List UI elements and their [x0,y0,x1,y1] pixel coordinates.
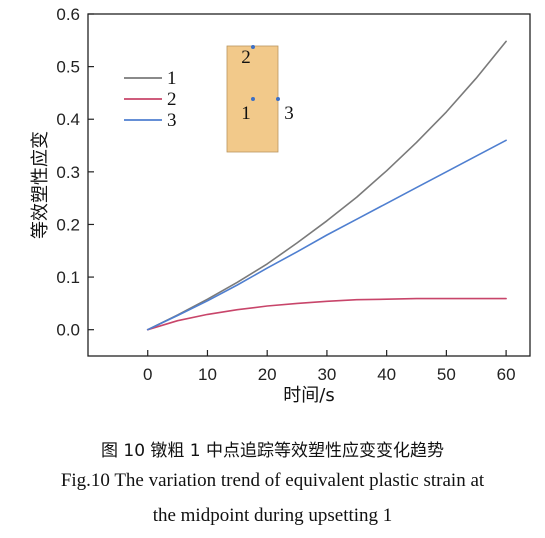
figure-caption-english-line1: Fig.10 The variation trend of equivalent… [60,470,485,491]
series-line-1 [146,40,507,331]
inset-label-2: 2 [241,47,251,68]
x-axis-ticks: 0 10 20 30 40 50 60 [143,350,516,384]
x-tick-label: 60 [497,365,516,384]
legend-label-1: 1 [167,68,177,89]
inset-point-1 [251,97,255,101]
inset-point-2 [251,45,255,49]
y-tick-label: 0.5 [56,58,80,77]
legend: 123 [124,68,177,131]
y-tick-label: 0.3 [56,163,80,182]
x-tick-label: 30 [317,365,336,384]
legend-label-3: 3 [167,110,177,131]
y-tick-label: 0.2 [56,215,80,234]
y-tick-label: 0.4 [56,110,80,129]
series-layer [146,40,507,331]
y-axis-ticks: 0.0 0.1 0.2 0.3 0.4 0.5 0.6 [56,5,94,340]
y-tick-label: 0.1 [56,268,80,287]
legend-label-2: 2 [167,89,177,110]
plot-frame [87,13,531,357]
figure-caption-chinese: 图 10 镦粗 1 中点追踪等效塑性应变变化趋势 [100,441,445,461]
y-tick-label: 0.0 [56,321,80,340]
x-axis-title: 时间/s [283,385,334,406]
x-tick-label: 20 [258,365,277,384]
series-line-3 [146,139,507,331]
y-tick-label: 0.6 [56,5,80,24]
inset-label-3: 3 [284,103,294,124]
y-axis-title: 等效塑性应变 [30,131,51,239]
strain-chart: 0.0 0.1 0.2 0.3 0.4 0.5 0.6 0 10 20 30 40 50 60 时间/s… [30,5,531,406]
x-tick-label: 40 [377,365,396,384]
inset-label-1: 1 [241,103,251,124]
x-tick-label: 10 [198,365,217,384]
inset-point-3 [276,97,280,101]
x-tick-label: 50 [437,365,456,384]
figure-caption-english-line2: the midpoint during upsetting 1 [152,505,393,526]
series-line-2 [146,297,507,331]
x-tick-label: 0 [143,365,152,384]
sample-inset: 2 1 3 [226,45,294,153]
